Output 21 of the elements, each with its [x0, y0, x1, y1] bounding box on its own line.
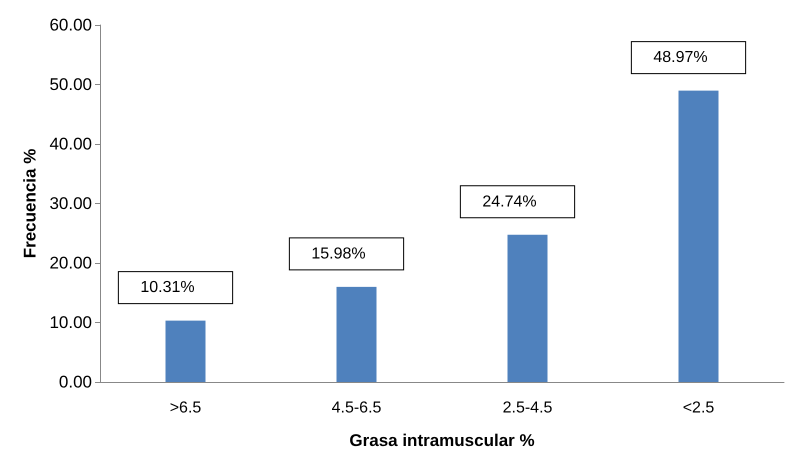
- y-tick-label: 10.00: [49, 313, 92, 332]
- data-label: 10.31%: [140, 279, 195, 296]
- bar: [166, 320, 206, 382]
- y-tick-label: 0.00: [58, 372, 92, 392]
- x-tick-label: <2.5: [682, 400, 714, 416]
- y-tick-label: 30.00: [49, 194, 92, 213]
- y-tick-label: 50.00: [49, 75, 92, 94]
- data-label: 24.74%: [482, 193, 537, 210]
- x-tick-label: 2.5-4.5: [502, 400, 553, 416]
- y-tick-label: 40.00: [49, 134, 92, 154]
- x-tick-label: >6.5: [170, 400, 202, 416]
- bar: [508, 234, 548, 382]
- x-axis-title: Grasa intramuscular %: [349, 431, 535, 450]
- y-axis-title: Frecuencia %: [20, 148, 40, 258]
- y-tick-label: 60.00: [49, 16, 92, 34]
- data-label: 15.98%: [311, 245, 366, 262]
- x-tick-label: 4.5-6.5: [332, 400, 382, 416]
- y-tick-label: 20.00: [49, 254, 92, 272]
- bar: [678, 90, 718, 382]
- bar: [336, 286, 376, 382]
- data-label: 48.97%: [653, 49, 708, 66]
